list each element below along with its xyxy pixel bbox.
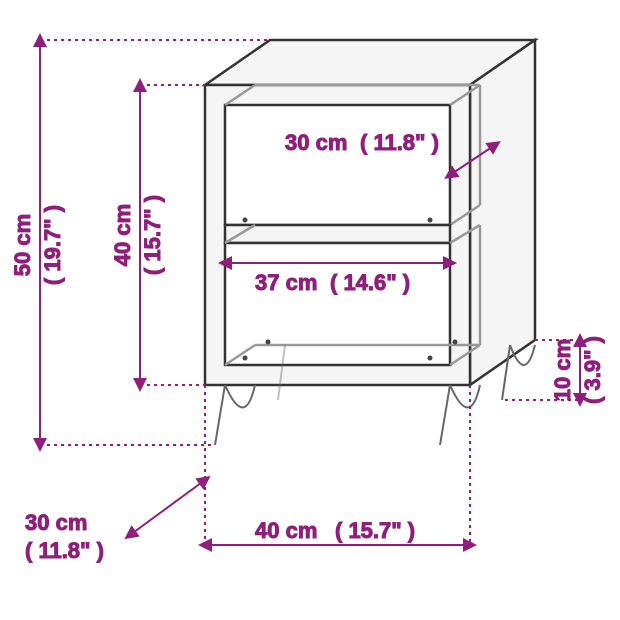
dim-inner-width-in: ( 14.6" ) (330, 270, 410, 295)
cabinet (205, 40, 535, 445)
compartment-upper (225, 105, 450, 225)
shelf (225, 225, 450, 243)
dim-body-height-cm: 40 cm (110, 204, 135, 266)
dim-inner-width-cm: 37 cm (255, 270, 317, 295)
dim-total-height-cm: 50 cm (10, 214, 35, 276)
dim-width-cm: 40 cm (255, 518, 317, 543)
dimension-diagram: 50 cm ( 19.7" ) 40 cm ( 15.7" ) 30 cm ( … (0, 0, 620, 620)
dim-total-height-in: ( 19.7" ) (40, 205, 65, 285)
dim-shelf-depth-cm: 30 cm (285, 130, 347, 155)
dim-shelf-depth-in: ( 11.8" ) (360, 130, 439, 155)
compartment-lower (225, 243, 450, 365)
dim-depth-line (130, 480, 205, 535)
dim-leg-height-cm: 10 cm (550, 339, 575, 401)
dim-body-height-in: ( 15.7" ) (140, 195, 165, 275)
dim-depth-cm: 30 cm (25, 510, 87, 535)
dim-depth-in: ( 11.8" ) (25, 538, 104, 563)
dim-width-in: ( 15.7" ) (335, 518, 415, 543)
dim-leg-height-in: ( 3.9" ) (580, 336, 605, 404)
